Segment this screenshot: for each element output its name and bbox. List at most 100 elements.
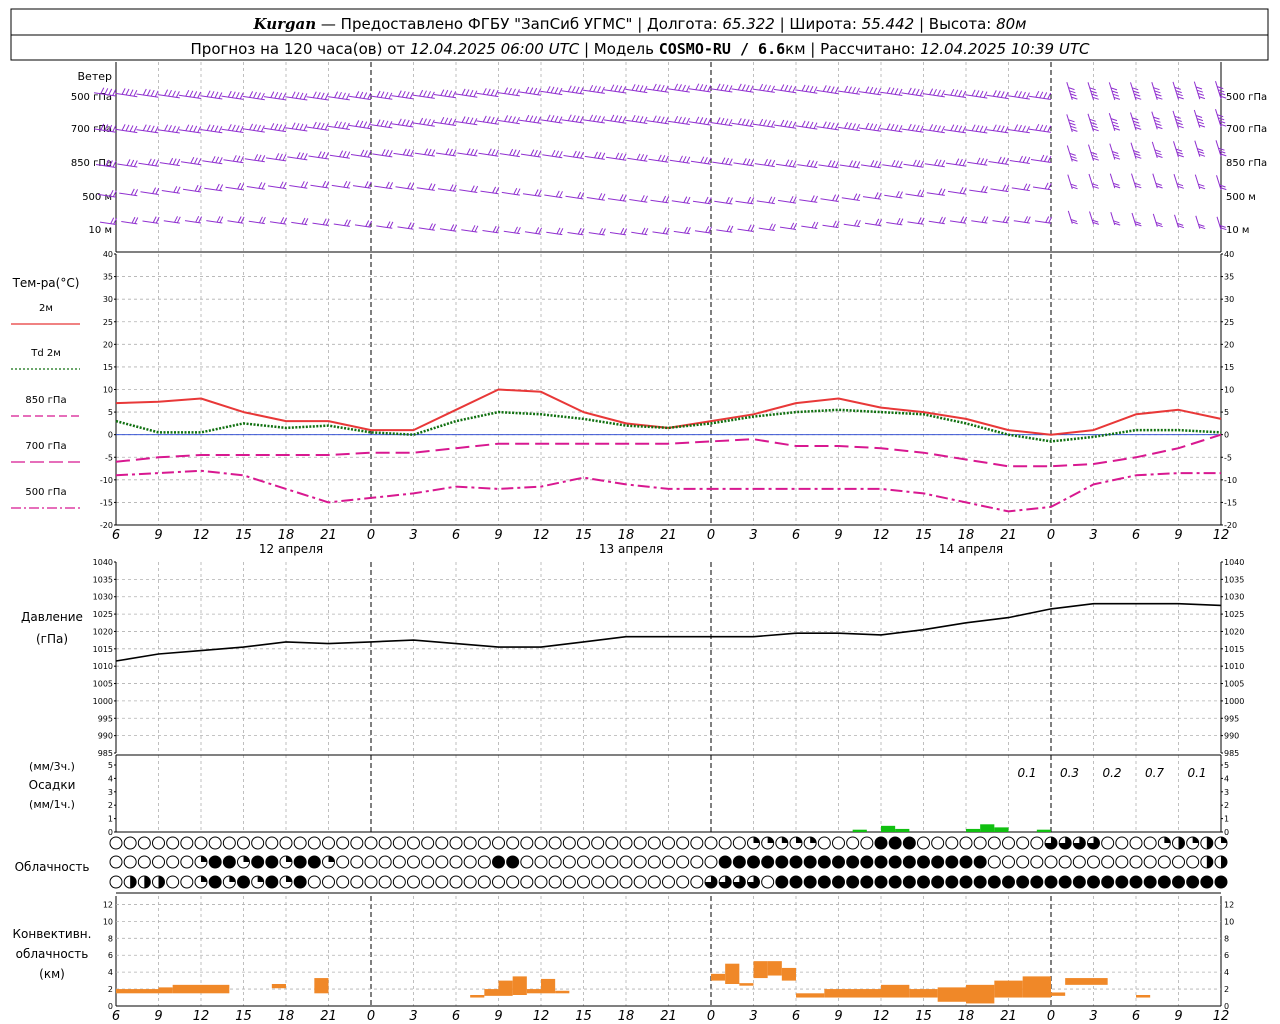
wind-barb-feather xyxy=(197,185,202,192)
wind-barb-feather xyxy=(933,88,937,96)
wind-barb-feather xyxy=(260,92,265,100)
temp-x-tick: 12 xyxy=(193,528,210,543)
wind-barb-feather xyxy=(707,157,712,165)
wind-barb-feather xyxy=(997,156,1002,164)
wind-barb-feather xyxy=(474,225,479,233)
wind-barb-feather xyxy=(898,161,903,168)
wind-barb xyxy=(461,229,478,233)
wind-barb-feather xyxy=(1089,118,1096,122)
cloud-cover-circle xyxy=(803,875,817,889)
cloud-cover-circle xyxy=(307,875,321,889)
wind-barb-feather xyxy=(279,181,284,188)
wind-barb-feather xyxy=(491,149,496,156)
conv-tick-left: 6 xyxy=(108,951,113,960)
wind-barb-feather xyxy=(1133,90,1140,94)
wind-barb-feather xyxy=(173,186,178,193)
wind-barb xyxy=(609,232,627,236)
temp-legend-label: Td 2м xyxy=(30,348,61,359)
wind-barb xyxy=(1088,173,1094,189)
wind-barb-feather xyxy=(784,84,789,92)
cloud-cover-circle xyxy=(1115,855,1129,869)
wind-barb-feather xyxy=(419,89,424,97)
cloud-cover-circle xyxy=(973,836,987,850)
cloud-cover-circle xyxy=(761,875,775,889)
cloud-cover-circle xyxy=(463,875,477,889)
wind-barb xyxy=(267,185,287,190)
wind-barb-feather xyxy=(878,219,883,226)
wind-barb-feather xyxy=(1154,119,1161,123)
cloud-cover-fill xyxy=(158,876,165,888)
wind-barb-feather xyxy=(325,152,329,159)
wind-barb-feather xyxy=(1035,90,1040,98)
wind-barb-feather xyxy=(227,124,232,131)
wind-barb-feather xyxy=(937,89,941,97)
wind-barb-feather xyxy=(175,91,180,98)
wind-barb-feather xyxy=(470,185,475,192)
temp-tick-left: 25 xyxy=(103,318,113,327)
cloud-cover-circle xyxy=(902,855,916,869)
wind-barb-feather xyxy=(801,84,806,92)
wind-level-label-right: 500 м xyxy=(1226,192,1256,203)
pressure-tick-left: 995 xyxy=(98,714,113,723)
wind-barb-feather xyxy=(1197,121,1205,125)
wind-barb-feather xyxy=(593,115,597,122)
conv-x-tick: 0 xyxy=(1047,1009,1055,1024)
cloud-cover-fill xyxy=(229,876,236,882)
wind-barb-feather xyxy=(1220,187,1227,191)
cloud-cover-circle xyxy=(1214,875,1228,889)
pressure-tick-right: 1035 xyxy=(1224,575,1244,584)
header-subtitle-part: | Модель xyxy=(579,40,659,58)
wind-barb-feather xyxy=(110,217,115,224)
conv-cloud-bar xyxy=(541,978,556,994)
temp-tick-right: 10 xyxy=(1224,386,1234,395)
cloud-cover-fill xyxy=(201,876,207,882)
wind-barb-feather xyxy=(643,154,648,162)
cloud-cover-fill xyxy=(810,837,817,843)
wind-barb-feather xyxy=(218,92,223,99)
wind-barb-feather xyxy=(963,216,968,224)
cloud-cover-circle xyxy=(1016,875,1030,889)
wind-barb-feather xyxy=(920,160,924,168)
wind-barb-feather xyxy=(227,90,232,98)
wind-barb-feather xyxy=(533,149,538,157)
wind-barb-feather xyxy=(1024,216,1028,223)
wind-barb xyxy=(737,228,754,232)
precip-bar xyxy=(852,829,867,832)
wind-barb-feather xyxy=(363,150,368,157)
wind-barb-feather xyxy=(154,126,159,133)
wind-barb xyxy=(969,189,988,194)
wind-barb xyxy=(289,185,308,189)
wind-barb-feather xyxy=(1018,91,1022,98)
conv-tick-right: 4 xyxy=(1224,968,1229,977)
pressure-grid xyxy=(115,562,1222,753)
temp-x-tick: 15 xyxy=(575,528,592,543)
wind-barb xyxy=(397,226,414,230)
cloud-cover-circle xyxy=(378,855,392,869)
cloud-cover-circle xyxy=(208,875,222,889)
cloud-cover-fill xyxy=(1073,837,1086,850)
wind-barb-feather xyxy=(551,149,556,157)
wind-barb-feather xyxy=(260,125,265,132)
wind-barb-feather xyxy=(236,155,241,163)
wind-barb-feather xyxy=(1014,90,1019,98)
wind-barb-feather xyxy=(1113,220,1120,224)
conv-tick-right: 8 xyxy=(1224,934,1229,943)
wind-barb-feather xyxy=(155,216,160,224)
precip-tick-right: 4 xyxy=(1224,774,1229,783)
wind-barb-feather xyxy=(1198,223,1205,227)
wind-barb-feather xyxy=(1071,128,1078,132)
wind-barb-feather xyxy=(427,118,431,126)
wind-barb-feather xyxy=(1176,151,1183,155)
wind-barb-feather xyxy=(813,86,818,93)
cloud-cover-circle xyxy=(237,875,250,889)
wind-barb-feather xyxy=(278,153,283,161)
cloud-cover-circle xyxy=(945,855,959,869)
cloud-cover-circle xyxy=(123,855,137,869)
wind-barb-feather xyxy=(729,197,733,204)
wind-barb-feather xyxy=(601,152,606,160)
wind-barb-feather xyxy=(865,86,870,93)
wind-barb-feather xyxy=(482,115,487,123)
cloud-cover-circle xyxy=(1172,875,1185,889)
pressure-tick-right: 1015 xyxy=(1224,645,1244,654)
cloud-cover-circle xyxy=(152,836,165,850)
